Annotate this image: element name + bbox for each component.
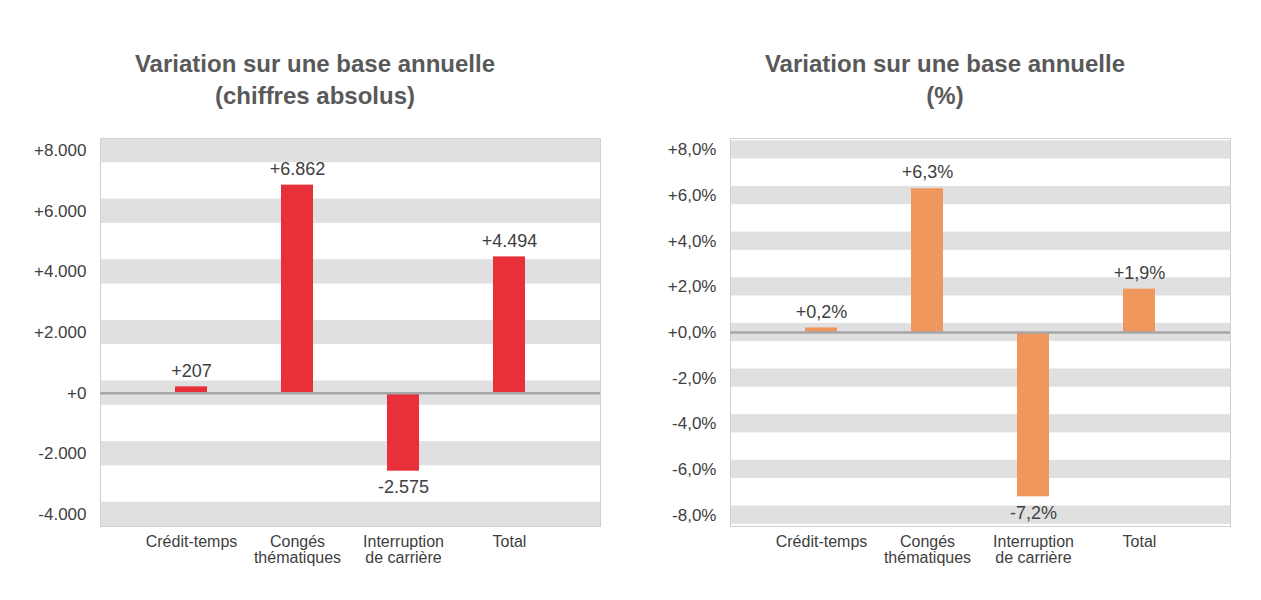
html-text:Variation sur une base annuell: Variation sur une base annuelle [134,50,496,77]
svg-text:+6,0%: +6,0% [668,186,717,205]
svg-text:+4,0%: +4,0% [668,232,717,251]
svg-text:+4.494: +4.494 [482,231,538,251]
svg-text:-2.575: -2.575 [378,477,429,497]
svg-text:+0,0%: +0,0% [668,323,717,342]
svg-text:-6,0%: -6,0% [672,460,716,479]
svg-text:-2,0%: -2,0% [672,369,716,388]
svg-text:+8.000: +8.000 [34,141,86,160]
svg-text:+0,2%: +0,2% [796,302,848,322]
html-text:Variation sur une base annuell: Variation sur une base annuelle [764,50,1126,77]
svg-text:+1,9%: +1,9% [1114,263,1166,283]
svg-text:+2,0%: +2,0% [668,277,717,296]
svg-text:+6.862: +6.862 [270,159,326,179]
svg-text:-7,2%: -7,2% [1010,503,1057,523]
svg-text:-8,0%: -8,0% [672,506,716,525]
svg-text:Crédit-temps: Crédit-temps [146,533,238,550]
svg-text:+8,0%: +8,0% [668,140,717,159]
html-text:(chiffres absolus): (chiffres absolus) [215,82,415,109]
svg-text:Congésthématiques: Congésthématiques [884,533,971,566]
svg-text:Crédit-temps: Crédit-temps [776,533,868,550]
svg-text:+0: +0 [67,384,86,403]
svg-text:+6,3%: +6,3% [902,162,954,182]
svg-text:Interruptionde carrière: Interruptionde carrière [993,533,1074,566]
svg-text:Total: Total [493,533,527,550]
svg-text:-2.000: -2.000 [38,444,86,463]
svg-text:+6.000: +6.000 [34,202,86,221]
svg-text:+207: +207 [171,361,212,381]
svg-text:Congésthématiques: Congésthématiques [254,533,341,566]
svg-text:+4.000: +4.000 [34,262,86,281]
svg-text:Interruptionde carrière: Interruptionde carrière [363,533,444,566]
svg-text:-4,0%: -4,0% [672,414,716,433]
svg-text:-4.000: -4.000 [38,505,86,524]
svg-text:+2.000: +2.000 [34,323,86,342]
svg-text:Total: Total [1123,533,1157,550]
